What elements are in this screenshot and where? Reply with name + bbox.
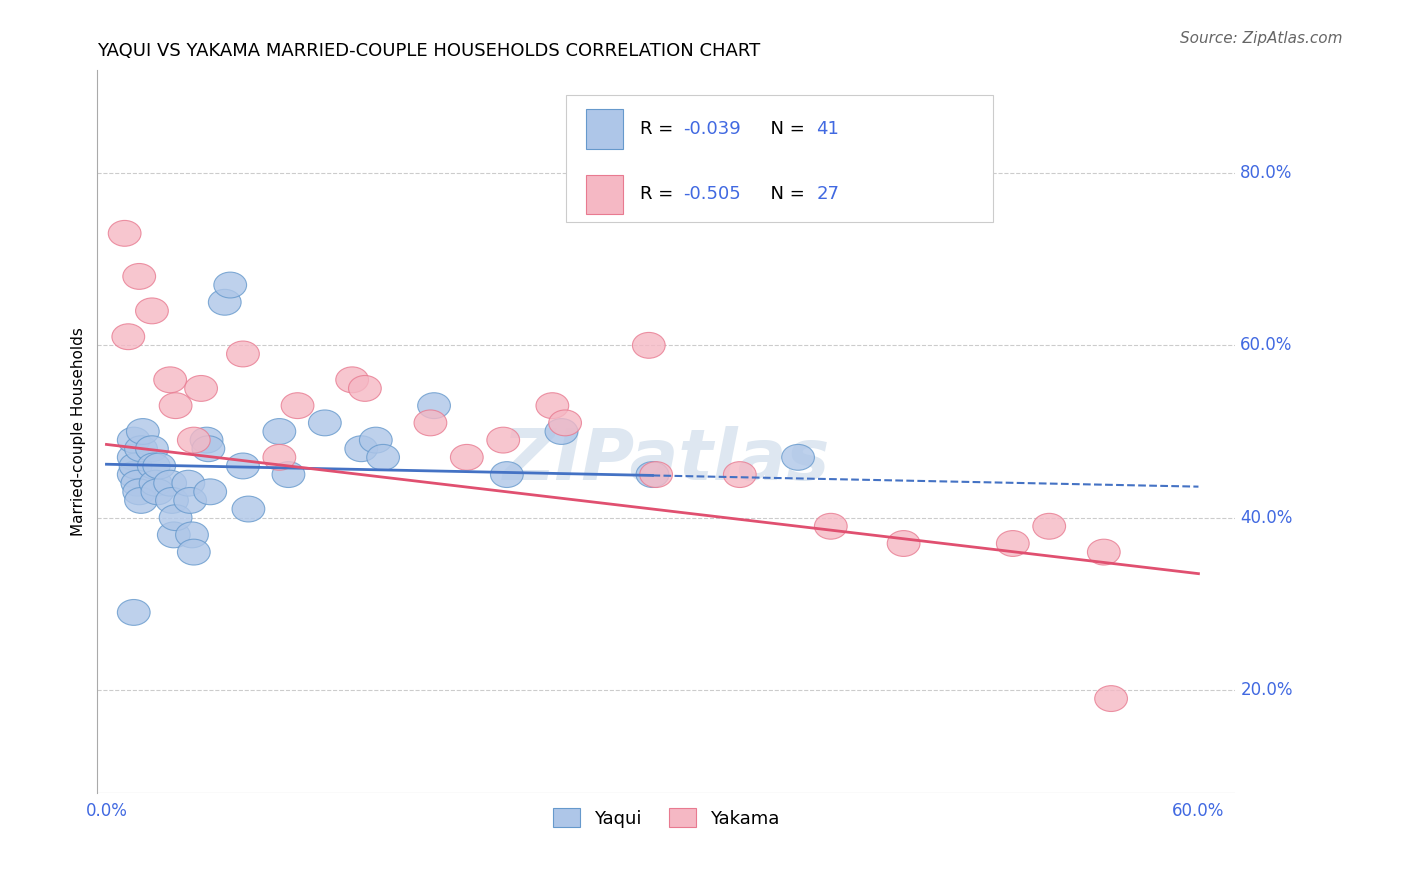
Ellipse shape (360, 427, 392, 453)
Ellipse shape (232, 496, 264, 522)
Text: N =: N = (759, 186, 811, 203)
Ellipse shape (159, 392, 193, 418)
Ellipse shape (117, 599, 150, 625)
Ellipse shape (121, 470, 153, 496)
Ellipse shape (344, 436, 378, 462)
FancyBboxPatch shape (586, 175, 623, 214)
Text: 40.0%: 40.0% (1240, 508, 1292, 526)
Ellipse shape (1033, 513, 1066, 539)
Legend: Yaqui, Yakama: Yaqui, Yakama (546, 801, 787, 835)
Ellipse shape (120, 453, 152, 479)
Text: -0.505: -0.505 (683, 186, 741, 203)
Ellipse shape (208, 289, 242, 315)
Text: -0.039: -0.039 (683, 120, 741, 138)
Ellipse shape (413, 410, 447, 436)
Ellipse shape (214, 272, 246, 298)
FancyBboxPatch shape (567, 95, 993, 221)
Ellipse shape (125, 436, 157, 462)
Ellipse shape (640, 462, 672, 488)
Text: 60.0%: 60.0% (1240, 336, 1292, 354)
Ellipse shape (117, 462, 150, 488)
Ellipse shape (336, 367, 368, 392)
Text: 20.0%: 20.0% (1240, 681, 1292, 699)
Ellipse shape (633, 333, 665, 359)
Text: 60.0%: 60.0% (1173, 802, 1225, 820)
Ellipse shape (491, 462, 523, 488)
Ellipse shape (108, 220, 141, 246)
Y-axis label: Married-couple Households: Married-couple Households (72, 327, 86, 536)
Ellipse shape (349, 376, 381, 401)
Text: ZIPatlas: ZIPatlas (502, 426, 830, 495)
FancyBboxPatch shape (586, 110, 623, 149)
Ellipse shape (193, 436, 225, 462)
Ellipse shape (226, 453, 259, 479)
Text: R =: R = (640, 120, 679, 138)
Ellipse shape (367, 444, 399, 470)
Text: N =: N = (759, 120, 811, 138)
Ellipse shape (782, 444, 814, 470)
Ellipse shape (1095, 686, 1128, 712)
Ellipse shape (177, 427, 209, 453)
Text: 0.0%: 0.0% (86, 802, 128, 820)
Ellipse shape (122, 263, 156, 289)
Ellipse shape (263, 444, 295, 470)
Ellipse shape (122, 479, 156, 505)
Ellipse shape (814, 513, 848, 539)
Ellipse shape (887, 531, 920, 557)
Ellipse shape (135, 436, 169, 462)
Ellipse shape (159, 505, 193, 531)
Ellipse shape (117, 444, 150, 470)
Ellipse shape (263, 418, 295, 444)
Ellipse shape (281, 392, 314, 418)
Ellipse shape (174, 488, 207, 513)
Ellipse shape (141, 479, 174, 505)
Ellipse shape (546, 418, 578, 444)
Ellipse shape (125, 488, 157, 513)
Ellipse shape (153, 367, 187, 392)
Ellipse shape (127, 418, 159, 444)
Ellipse shape (139, 470, 172, 496)
Ellipse shape (308, 410, 342, 436)
Text: 80.0%: 80.0% (1240, 164, 1292, 182)
Ellipse shape (184, 376, 218, 401)
Ellipse shape (112, 324, 145, 350)
Text: YAQUI VS YAKAMA MARRIED-COUPLE HOUSEHOLDS CORRELATION CHART: YAQUI VS YAKAMA MARRIED-COUPLE HOUSEHOLD… (97, 42, 761, 60)
Ellipse shape (226, 341, 259, 367)
Ellipse shape (117, 427, 150, 453)
Ellipse shape (1087, 539, 1121, 565)
Text: Source: ZipAtlas.com: Source: ZipAtlas.com (1180, 31, 1343, 46)
Ellipse shape (138, 453, 170, 479)
Ellipse shape (418, 392, 450, 418)
Text: R =: R = (640, 186, 679, 203)
Ellipse shape (536, 392, 569, 418)
Ellipse shape (273, 462, 305, 488)
Ellipse shape (450, 444, 484, 470)
Ellipse shape (190, 427, 224, 453)
Ellipse shape (172, 470, 205, 496)
Ellipse shape (153, 470, 187, 496)
Ellipse shape (997, 531, 1029, 557)
Ellipse shape (157, 522, 190, 548)
Ellipse shape (135, 298, 169, 324)
Ellipse shape (177, 539, 209, 565)
Ellipse shape (194, 479, 226, 505)
Text: 41: 41 (817, 120, 839, 138)
Ellipse shape (636, 462, 669, 488)
Ellipse shape (724, 462, 756, 488)
Ellipse shape (486, 427, 520, 453)
Ellipse shape (143, 453, 176, 479)
Ellipse shape (176, 522, 208, 548)
Ellipse shape (548, 410, 582, 436)
Ellipse shape (156, 488, 188, 513)
Text: 27: 27 (817, 186, 839, 203)
